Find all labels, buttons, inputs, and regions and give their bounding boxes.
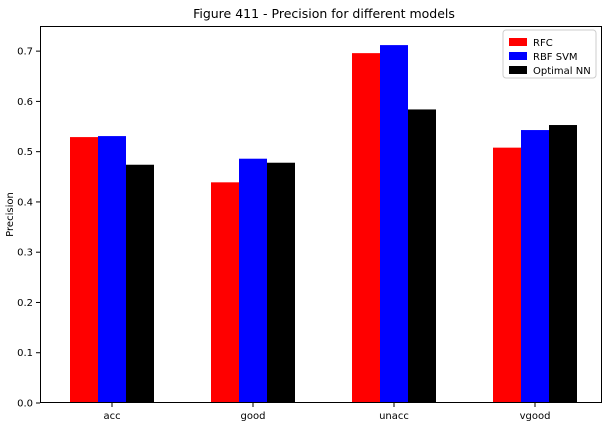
- chart-title: Figure 411 - Precision for different mod…: [193, 6, 455, 21]
- y-axis-ticks: 0.0 0.1 0.2 0.3 0.4 0.5 0.6 0.7: [17, 47, 40, 410]
- legend-label: RFC: [533, 38, 553, 49]
- bars-group: [70, 45, 577, 404]
- bar-vgood-2: [549, 125, 577, 403]
- y-tick-label: 0.4: [17, 197, 33, 208]
- plot-frame: [40, 26, 602, 403]
- legend-label: RBF SVM: [533, 52, 578, 63]
- bar-acc-2: [126, 164, 154, 403]
- y-axis-label: Precision: [5, 192, 16, 237]
- legend-swatch: [509, 38, 527, 46]
- bar-unacc-1: [380, 45, 408, 404]
- bar-unacc-0: [352, 53, 380, 403]
- bar-good-2: [267, 162, 295, 403]
- x-tick-label: vgood: [520, 411, 551, 422]
- x-tick-label: acc: [103, 411, 120, 422]
- legend-label: Optimal NN: [533, 66, 591, 77]
- y-tick-label: 0.6: [17, 97, 33, 108]
- x-tick-label: unacc: [379, 411, 409, 422]
- y-tick-label: 0.7: [17, 47, 33, 58]
- y-tick-label: 0.2: [17, 298, 33, 309]
- x-tick-label: good: [241, 411, 266, 422]
- y-tick-label: 0.5: [17, 147, 33, 158]
- y-tick-label: 0.3: [17, 248, 33, 259]
- legend-swatch: [509, 52, 527, 60]
- bar-good-0: [211, 182, 239, 403]
- bar-vgood-1: [521, 130, 549, 403]
- bar-unacc-2: [408, 109, 436, 404]
- legend: RFC RBF SVM Optimal NN: [502, 29, 597, 79]
- x-axis-ticks: acc good unacc vgood: [103, 403, 550, 422]
- y-tick-label: 0.0: [17, 399, 33, 410]
- legend-swatch: [509, 66, 527, 74]
- bar-acc-0: [70, 137, 98, 403]
- bar-good-1: [239, 158, 267, 403]
- bar-vgood-0: [493, 147, 521, 403]
- bar-acc-1: [98, 136, 126, 404]
- y-tick-label: 0.1: [17, 348, 33, 359]
